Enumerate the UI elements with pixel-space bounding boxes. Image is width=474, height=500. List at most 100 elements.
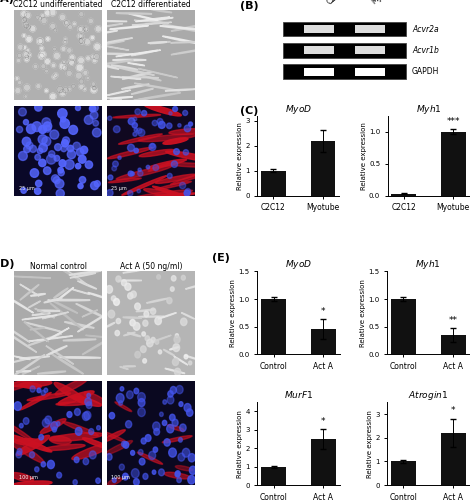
Circle shape	[14, 402, 21, 410]
Ellipse shape	[73, 396, 101, 406]
Circle shape	[17, 58, 20, 62]
Bar	[391, 462, 416, 485]
Circle shape	[175, 334, 179, 338]
Circle shape	[30, 386, 35, 392]
Ellipse shape	[129, 98, 150, 102]
Ellipse shape	[134, 92, 181, 100]
Circle shape	[39, 144, 47, 152]
Ellipse shape	[8, 354, 45, 380]
Circle shape	[137, 170, 143, 176]
Circle shape	[167, 424, 174, 433]
Circle shape	[49, 9, 56, 16]
Ellipse shape	[88, 292, 107, 299]
Circle shape	[76, 148, 84, 156]
Circle shape	[155, 340, 159, 344]
Ellipse shape	[168, 424, 184, 431]
Bar	[261, 299, 286, 354]
Circle shape	[164, 438, 170, 446]
Ellipse shape	[131, 50, 158, 56]
Ellipse shape	[163, 436, 192, 443]
Circle shape	[24, 95, 27, 98]
Circle shape	[85, 161, 92, 168]
Circle shape	[91, 82, 96, 86]
Ellipse shape	[72, 443, 113, 460]
Bar	[355, 68, 384, 76]
Ellipse shape	[82, 438, 109, 448]
Circle shape	[121, 441, 127, 447]
Circle shape	[36, 16, 39, 20]
Circle shape	[113, 126, 120, 132]
Circle shape	[134, 148, 138, 153]
Ellipse shape	[134, 83, 180, 91]
Circle shape	[18, 108, 27, 116]
Ellipse shape	[40, 418, 66, 434]
Circle shape	[50, 130, 59, 139]
Circle shape	[154, 428, 160, 435]
Circle shape	[176, 386, 183, 394]
Circle shape	[24, 84, 30, 91]
Circle shape	[78, 156, 86, 163]
Ellipse shape	[52, 354, 83, 374]
Ellipse shape	[138, 134, 196, 141]
Ellipse shape	[46, 346, 73, 364]
Circle shape	[167, 174, 172, 178]
Circle shape	[23, 120, 28, 125]
Circle shape	[116, 394, 124, 402]
Ellipse shape	[49, 436, 71, 444]
Circle shape	[58, 108, 67, 118]
Ellipse shape	[24, 322, 49, 342]
Circle shape	[81, 146, 88, 154]
Circle shape	[83, 26, 88, 31]
Ellipse shape	[50, 303, 83, 330]
Ellipse shape	[10, 380, 52, 387]
Circle shape	[163, 400, 166, 404]
Bar	[304, 68, 334, 76]
Y-axis label: Relative expression: Relative expression	[230, 279, 237, 347]
Circle shape	[149, 452, 155, 460]
Circle shape	[133, 322, 140, 330]
Circle shape	[26, 36, 32, 43]
Circle shape	[134, 478, 139, 486]
Circle shape	[42, 137, 51, 146]
Ellipse shape	[108, 148, 152, 158]
Circle shape	[64, 20, 70, 26]
Circle shape	[146, 166, 150, 169]
Circle shape	[77, 34, 82, 38]
Circle shape	[17, 448, 22, 454]
Ellipse shape	[110, 76, 141, 80]
Circle shape	[52, 175, 59, 182]
Ellipse shape	[48, 300, 90, 301]
Circle shape	[24, 146, 30, 152]
Circle shape	[184, 190, 190, 196]
Circle shape	[112, 478, 116, 482]
Ellipse shape	[44, 298, 62, 302]
Circle shape	[84, 411, 91, 420]
Circle shape	[108, 116, 112, 120]
Circle shape	[185, 188, 191, 194]
Ellipse shape	[111, 65, 138, 70]
Circle shape	[27, 124, 36, 134]
Circle shape	[39, 159, 46, 166]
Circle shape	[68, 24, 73, 29]
Ellipse shape	[0, 382, 31, 393]
Ellipse shape	[32, 313, 50, 316]
Circle shape	[189, 361, 192, 365]
Circle shape	[189, 122, 192, 126]
Circle shape	[86, 76, 90, 80]
Ellipse shape	[120, 366, 128, 370]
Circle shape	[22, 34, 26, 38]
Circle shape	[17, 54, 22, 58]
Ellipse shape	[116, 50, 161, 56]
Circle shape	[62, 66, 68, 71]
Circle shape	[69, 126, 78, 134]
Circle shape	[41, 462, 46, 467]
Circle shape	[113, 161, 118, 167]
Ellipse shape	[94, 20, 127, 21]
Bar	[441, 335, 465, 354]
Ellipse shape	[104, 440, 133, 455]
Ellipse shape	[160, 26, 199, 30]
Title: Act A (50 ng/ml): Act A (50 ng/ml)	[119, 262, 182, 270]
Circle shape	[152, 120, 157, 126]
Ellipse shape	[20, 392, 51, 410]
Circle shape	[139, 458, 145, 465]
